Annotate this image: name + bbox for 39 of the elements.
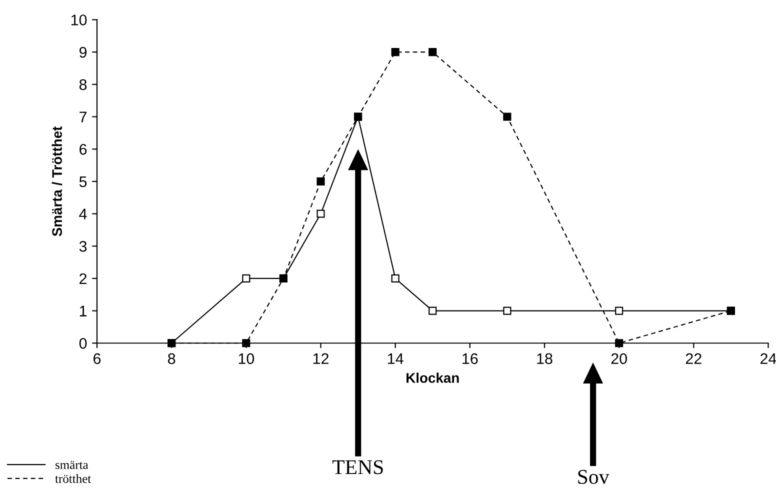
y-tick-label: 1 bbox=[80, 306, 87, 316]
x-tick-label: 22 bbox=[686, 353, 702, 364]
y-tick-label: 6 bbox=[80, 144, 87, 155]
point bbox=[316, 210, 325, 218]
x-tick-label: 14 bbox=[388, 353, 404, 364]
x-tick-label: 16 bbox=[462, 353, 478, 364]
y-tick-label: 4 bbox=[79, 208, 87, 220]
x-tick-label: 12 bbox=[313, 353, 328, 364]
x-tick-label: 20 bbox=[611, 353, 627, 364]
point bbox=[615, 339, 624, 348]
y-tick-label: 3 bbox=[79, 240, 87, 252]
x-tick-label: 8 bbox=[168, 353, 176, 364]
point bbox=[503, 306, 512, 315]
text: Sov bbox=[578, 470, 610, 484]
y-tick-label: 5 bbox=[79, 176, 87, 188]
point bbox=[428, 306, 437, 315]
x-axis-title: Klockan bbox=[406, 372, 459, 383]
y-tick-label: 0 bbox=[79, 338, 87, 349]
point bbox=[391, 48, 400, 56]
point bbox=[503, 112, 512, 121]
point bbox=[242, 339, 250, 348]
point bbox=[391, 274, 400, 282]
y-axis-title: Smärta / Trötthet bbox=[52, 126, 62, 236]
y-tick-label: 10 bbox=[71, 14, 87, 26]
point bbox=[428, 48, 437, 56]
text: TENS bbox=[332, 460, 383, 474]
point bbox=[242, 274, 250, 282]
legend-label: trötthet bbox=[55, 474, 92, 483]
point bbox=[615, 306, 624, 315]
y-tick-label: 9 bbox=[80, 46, 87, 58]
x-tick-label: 6 bbox=[94, 353, 101, 364]
x-tick-label: 24 bbox=[760, 353, 776, 364]
y-tick-label: 7 bbox=[80, 112, 87, 122]
point bbox=[316, 177, 325, 186]
y-tick-label: 2 bbox=[80, 273, 87, 284]
y-tick-label: 8 bbox=[79, 79, 87, 90]
x-tick-label: 10 bbox=[238, 353, 254, 364]
x-tick-label: 18 bbox=[537, 353, 552, 364]
legend-label: smärta bbox=[56, 461, 88, 470]
